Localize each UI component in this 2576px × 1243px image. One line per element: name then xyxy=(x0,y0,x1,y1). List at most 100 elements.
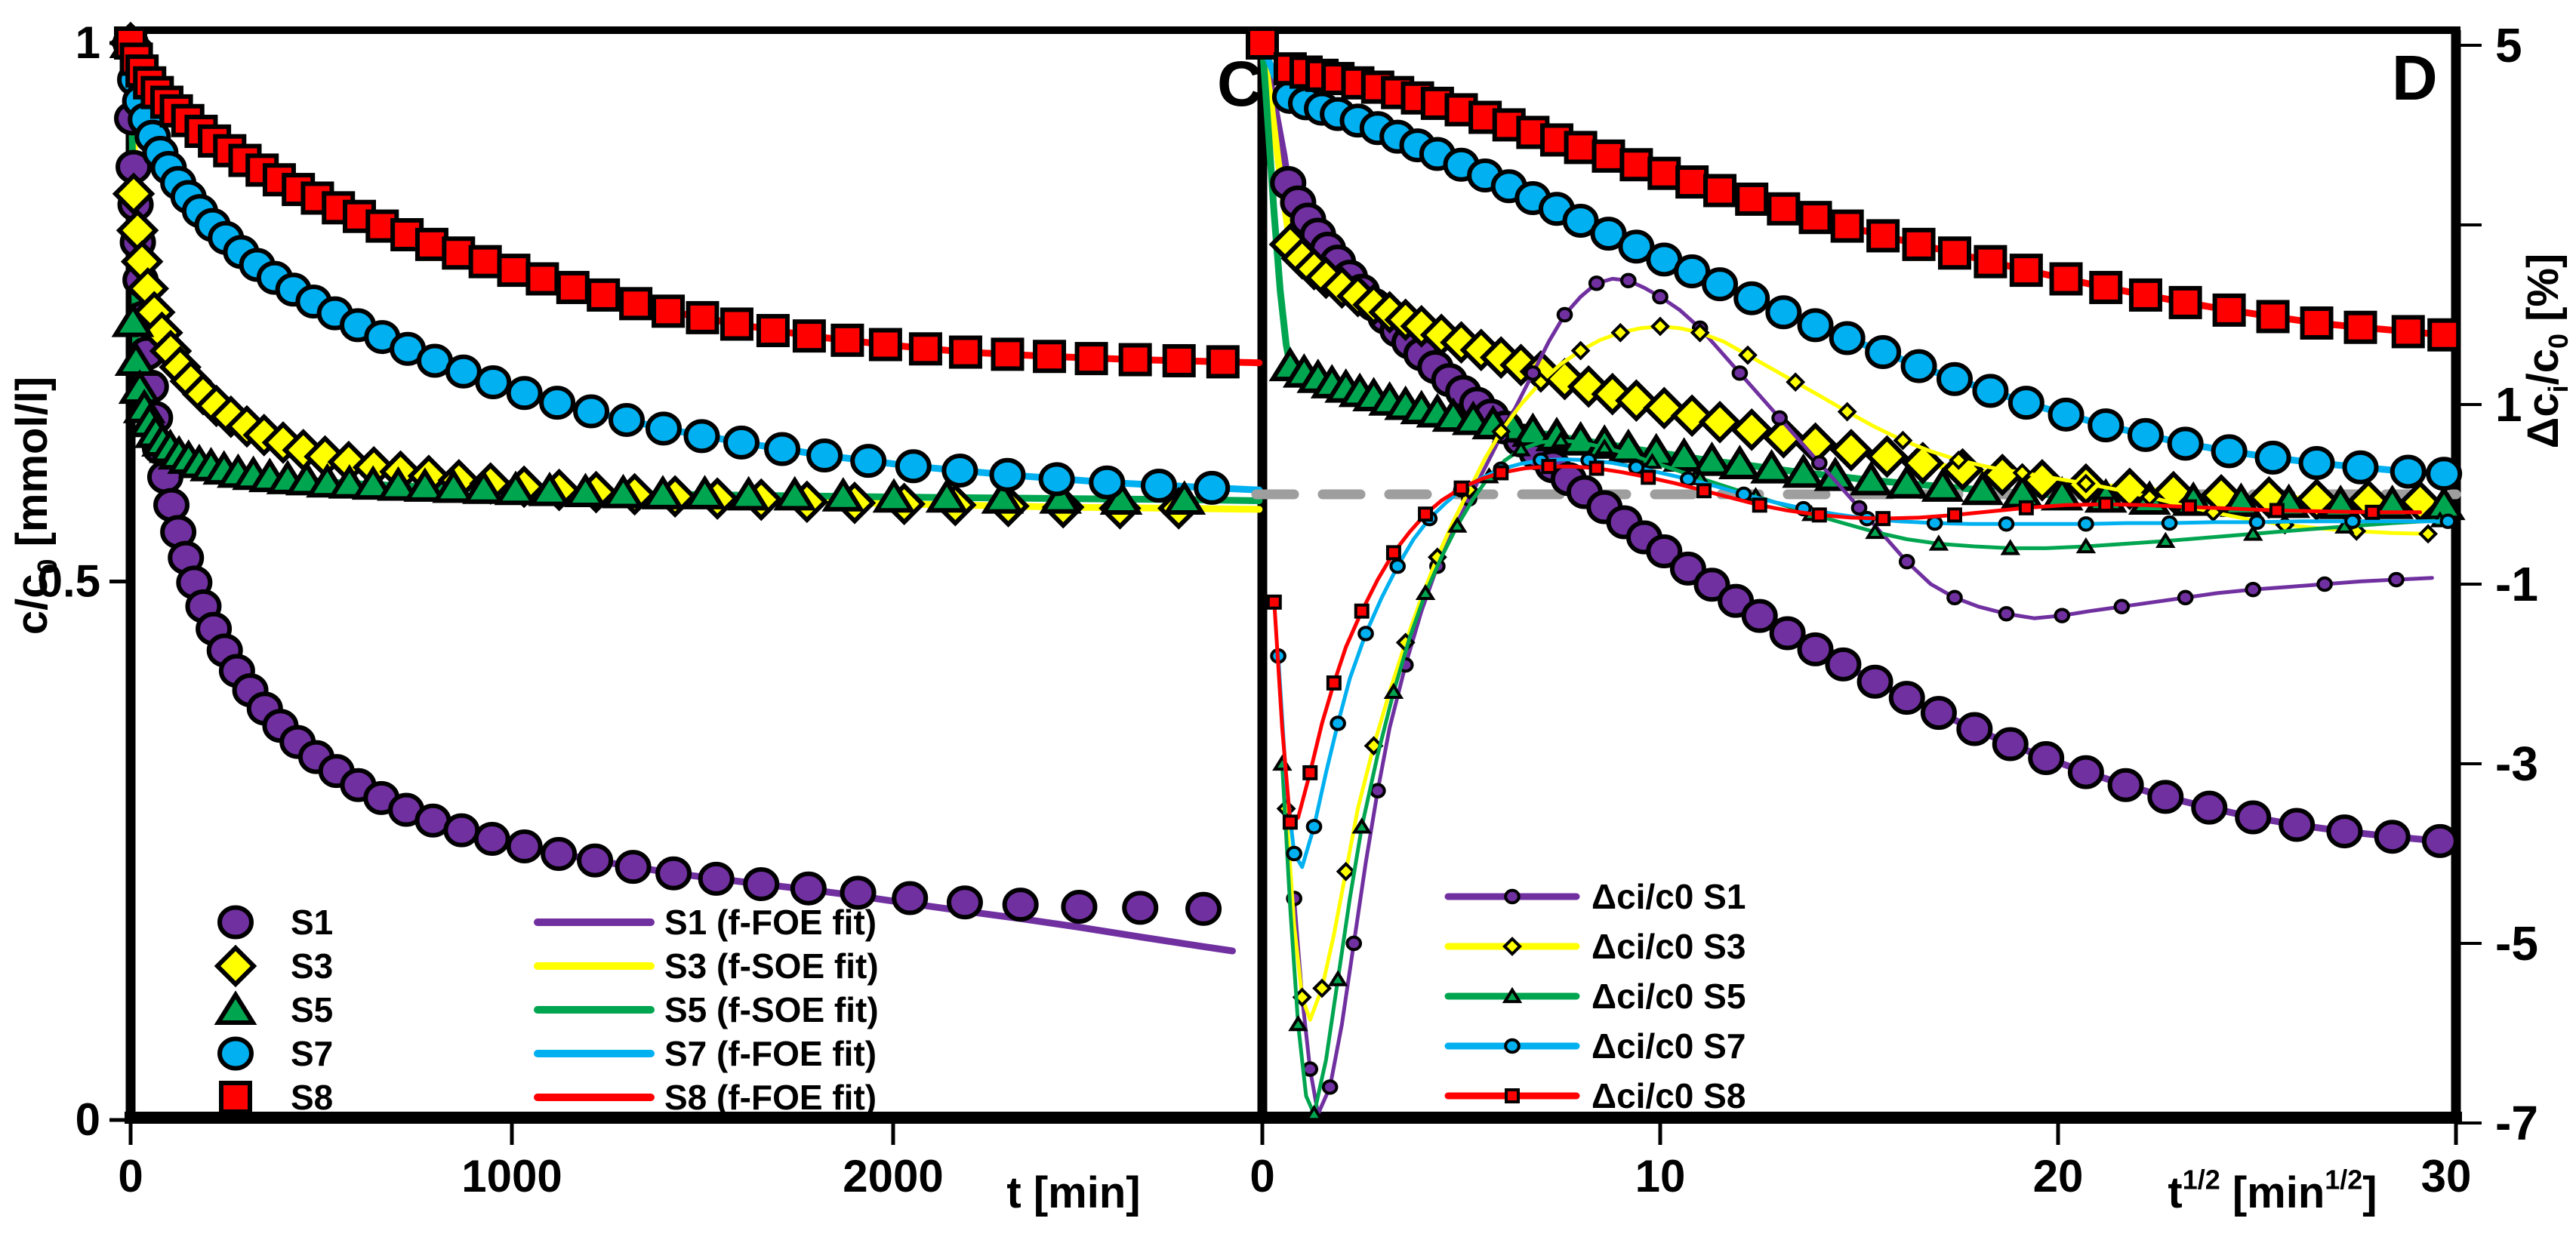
delta-line--ci-c0-s3 xyxy=(1284,325,2430,1022)
marker-s3 xyxy=(112,172,156,216)
marker-s1-vs-sqrt-t- xyxy=(1693,568,1730,602)
marker-s7-vs-sqrt-t- xyxy=(2211,434,2248,469)
delta-marker--ci-c0-s1 xyxy=(1771,410,1788,426)
delta-marker--ci-c0-s3 xyxy=(1690,322,1710,343)
x-tick-label: 20 xyxy=(2033,1151,2084,1201)
marker-s1-vs-sqrt-t- xyxy=(1888,681,1925,715)
marker-s7-vs-sqrt-t- xyxy=(2254,440,2291,475)
marker-s3-vs-sqrt-t- xyxy=(1901,442,1945,485)
delta-marker--ci-c0-s5 xyxy=(1304,1104,1324,1121)
delta-marker--ci-c0-s5 xyxy=(1865,522,1885,540)
marker-s5-vs-sqrt-t- xyxy=(1718,445,1761,479)
marker-s8-vs-sqrt-t- xyxy=(2212,293,2246,327)
marker-s8-vs-sqrt-t- xyxy=(2089,270,2123,304)
marker-s1 xyxy=(946,885,983,920)
delta-line--ci-c0-s5 xyxy=(1280,438,2442,1116)
delta-marker--ci-c0-s3 xyxy=(1650,316,1670,337)
delta-marker--ci-c0-s7 xyxy=(1305,819,1323,835)
marker-s3-vs-sqrt-t- xyxy=(2020,459,2064,502)
marker-s1 xyxy=(892,881,929,915)
marker-s8 xyxy=(442,236,476,270)
delta-marker--ci-c0-s8 xyxy=(1947,507,1962,523)
delta-marker--ci-c0-s1 xyxy=(1998,606,2015,622)
marker-s7 xyxy=(723,425,760,460)
marker-s1-vs-sqrt-t- xyxy=(1769,616,1806,651)
delta-marker--ci-c0-s5 xyxy=(2155,531,2176,549)
marker-s7-vs-sqrt-t- xyxy=(2127,417,2164,452)
marker-s8 xyxy=(686,300,719,334)
marker-s5 xyxy=(114,341,158,376)
marker-s8 xyxy=(756,314,790,348)
marker-s1-vs-sqrt-t- xyxy=(2279,808,2316,842)
marker-s8-vs-sqrt-t- xyxy=(1647,156,1681,190)
legend-marker--ci-c0-s5 xyxy=(1502,986,1523,1004)
delta-marker--ci-c0-s8 xyxy=(1282,814,1298,830)
delta-marker--ci-c0-s5 xyxy=(1288,1014,1308,1032)
right-y-tick-label: 5 xyxy=(2495,18,2522,72)
delta-marker--ci-c0-s7 xyxy=(1389,558,1407,574)
marker-s8-vs-sqrt-t- xyxy=(2009,254,2043,288)
marker-s7-vs-sqrt-t- xyxy=(2426,457,2463,491)
marker-s8-vs-sqrt-t- xyxy=(1735,182,1769,216)
marker-s8-vs-sqrt-t- xyxy=(1937,236,1971,270)
marker-s8-vs-sqrt-t- xyxy=(2128,278,2162,312)
marker-s8 xyxy=(556,270,590,304)
delta-marker--ci-c0-s8 xyxy=(1811,507,1827,523)
marker-s5 xyxy=(727,475,770,511)
marker-s8 xyxy=(719,307,753,341)
marker-s8 xyxy=(830,323,864,357)
delta-marker--ci-c0-s1 xyxy=(1850,500,1868,516)
marker-s7-vs-sqrt-t- xyxy=(1562,203,1599,238)
marker-s5 xyxy=(872,478,916,513)
marker-s1-vs-sqrt-t- xyxy=(2067,755,2104,789)
marker-s7 xyxy=(506,376,543,411)
marker-s7-vs-sqrt-t- xyxy=(2007,386,2044,420)
marker-s7 xyxy=(1038,462,1075,497)
legend-label: S5 xyxy=(291,990,333,1029)
marker-s7-vs-sqrt-t- xyxy=(1674,254,1711,289)
marker-s1 xyxy=(1002,888,1039,922)
marker-s3-vs-sqrt-t- xyxy=(1698,401,1742,444)
marker-s1-vs-sqrt-t- xyxy=(2326,814,2363,849)
marker-s1 xyxy=(577,843,614,878)
x-tick-label: 0 xyxy=(118,1151,143,1201)
y-tick-label: 0.5 xyxy=(38,556,100,607)
marker-s5-vs-sqrt-t- xyxy=(1607,428,1650,463)
marker-s7-vs-sqrt-t- xyxy=(2390,454,2427,489)
marker-s1-vs-sqrt-t- xyxy=(2374,820,2411,854)
marker-s1-vs-sqrt-t- xyxy=(2191,790,2228,825)
delta-marker--ci-c0-s7 xyxy=(2248,514,2266,531)
delta-marker--ci-c0-s5 xyxy=(1327,970,1348,986)
marker-s5-vs-sqrt-t- xyxy=(2040,475,2084,511)
delta-marker--ci-c0-s3 xyxy=(1786,372,1806,392)
legend-marker-s5 xyxy=(214,990,257,1025)
x-tick-label: 30 xyxy=(2421,1151,2472,1201)
legend-label: Δci/c0 S1 xyxy=(1592,877,1746,916)
marker-s8 xyxy=(1118,343,1152,377)
delta-marker--ci-c0-s8 xyxy=(1541,459,1557,475)
marker-s8 xyxy=(414,227,448,261)
legend-marker-s7 xyxy=(217,1036,254,1071)
marker-s8 xyxy=(468,245,502,278)
delta-marker--ci-c0-s3 xyxy=(2012,463,2032,483)
delta-marker--ci-c0-s3 xyxy=(2075,473,2096,494)
delta-marker--ci-c0-s5 xyxy=(1642,452,1662,469)
marker-s1 xyxy=(541,837,578,872)
delta-marker--ci-c0-s7 xyxy=(1357,626,1374,641)
delta-marker--ci-c0-s5 xyxy=(1511,440,1531,457)
delta-marker--ci-c0-s1 xyxy=(1345,935,1363,952)
marker-s7-vs-sqrt-t- xyxy=(2088,408,2125,443)
panel-letter-c: C xyxy=(1217,48,1263,119)
delta-marker--ci-c0-s1 xyxy=(2388,571,2405,588)
delta-marker--ci-c0-s5 xyxy=(1447,516,1468,533)
marker-s5 xyxy=(821,477,865,512)
marker-s7 xyxy=(806,438,843,473)
delta-marker--ci-c0-s1 xyxy=(1652,289,1669,305)
marker-s5-vs-sqrt-t- xyxy=(1961,470,2004,506)
delta-marker--ci-c0-s8 xyxy=(1641,469,1656,485)
legend-label: S3 xyxy=(291,946,333,986)
marker-s5 xyxy=(432,468,476,503)
marker-s8 xyxy=(1162,343,1196,377)
x-axis-title-c: t [min] xyxy=(1006,1168,1140,1217)
marker-s1-vs-sqrt-t- xyxy=(1956,712,1993,746)
